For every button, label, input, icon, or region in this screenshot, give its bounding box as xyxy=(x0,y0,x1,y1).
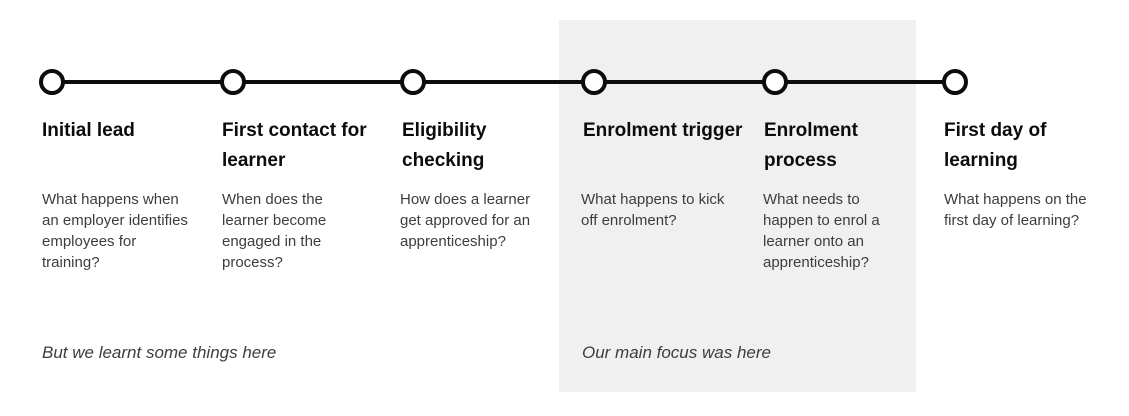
note-learnt-things: But we learnt some things here xyxy=(42,343,277,362)
stage-title-first-contact: First contact for learner xyxy=(222,120,367,171)
stage-title-enrolment-process: Enrolment process xyxy=(764,120,858,171)
stage-description-first-contact: When does the learner become engaged in … xyxy=(222,191,327,271)
timeline-node-enrolment-trigger xyxy=(581,69,607,95)
stage-title-eligibility: Eligibility checking xyxy=(402,120,487,171)
stage-description-eligibility: How does a learner get approved for an a… xyxy=(400,191,531,250)
note-main-focus: Our main focus was here xyxy=(582,343,771,362)
stage-title-enrolment-trigger: Enrolment trigger xyxy=(583,120,743,141)
stage-description-enrolment-process: What needs to happen to enrol a learner … xyxy=(763,191,880,271)
stage-description-enrolment-trigger: What happens to kick off enrolment? xyxy=(581,191,725,229)
timeline-node-enrolment-process xyxy=(762,69,788,95)
stage-title-first-day: First day of learning xyxy=(944,120,1047,171)
timeline-line xyxy=(55,80,958,84)
stage-description-initial-lead: What happens when an employer identifies… xyxy=(42,191,188,271)
timeline-node-eligibility xyxy=(400,69,426,95)
timeline-node-first-contact xyxy=(220,69,246,95)
timeline-node-initial-lead xyxy=(39,69,65,95)
stage-description-first-day: What happens on the first day of learnin… xyxy=(944,191,1087,229)
timeline-node-first-day xyxy=(942,69,968,95)
stage-title-initial-lead: Initial lead xyxy=(42,120,135,141)
